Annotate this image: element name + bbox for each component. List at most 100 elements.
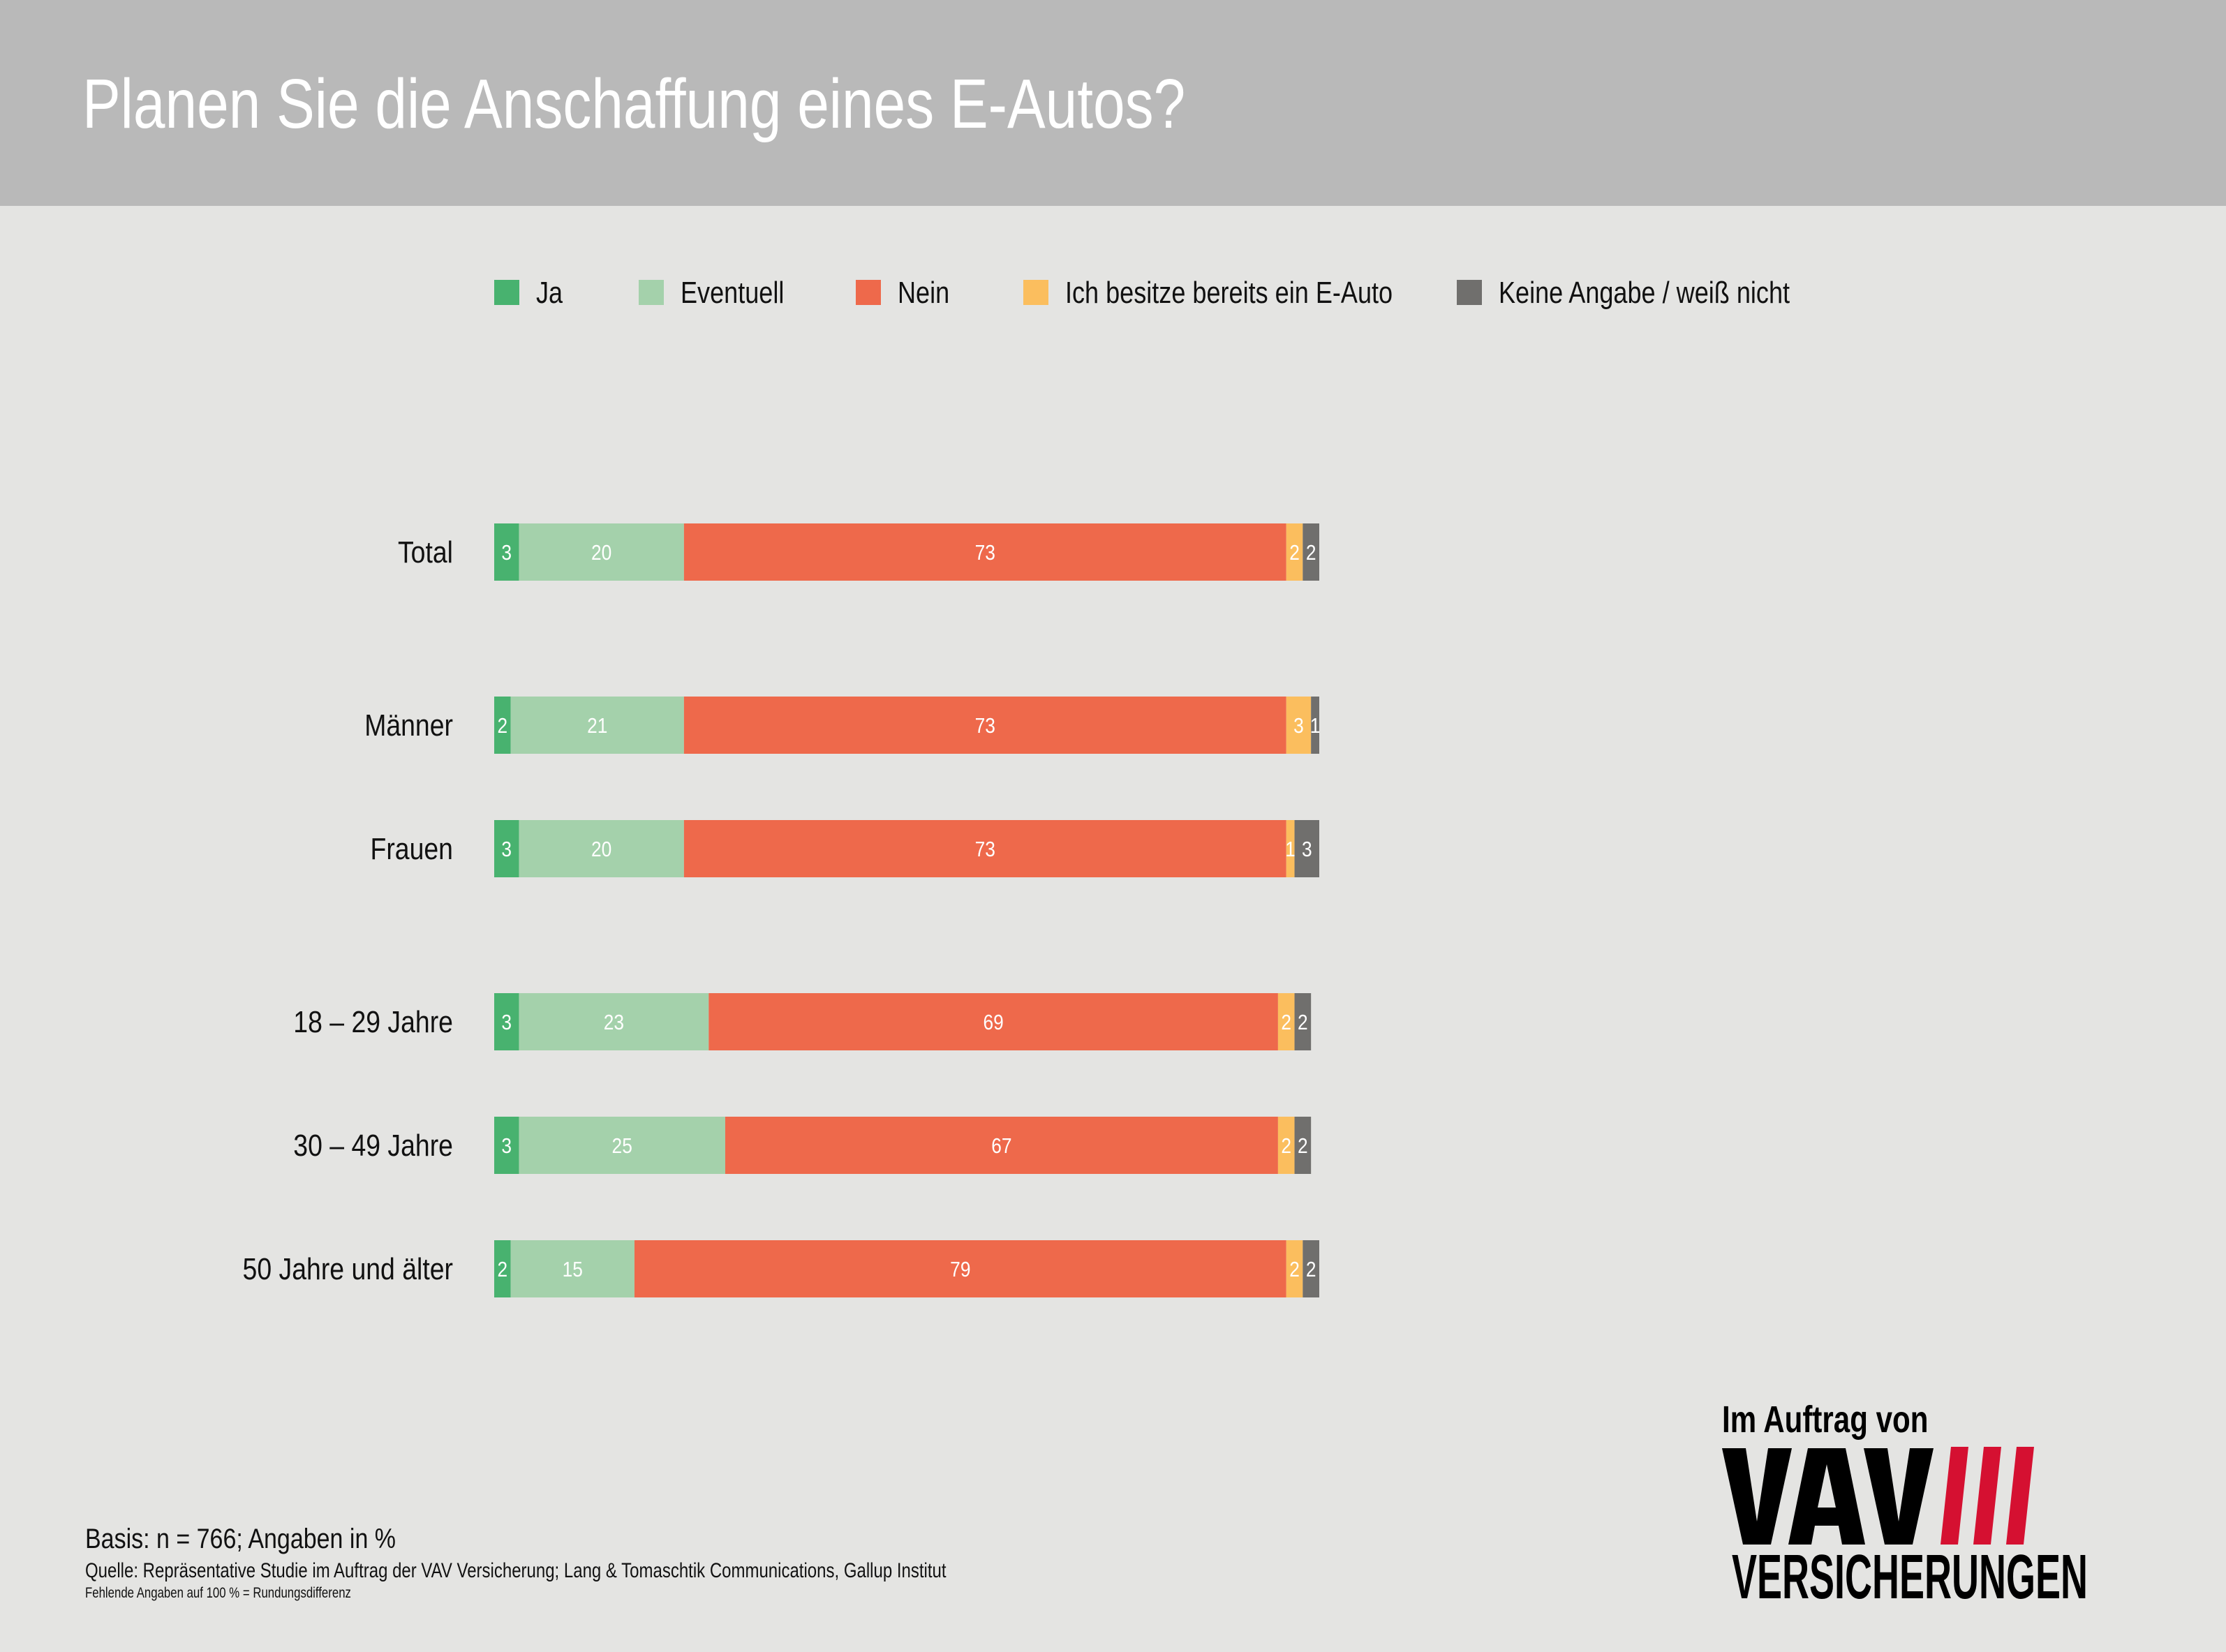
footer-basis: Basis: n = 766; Angaben in % xyxy=(85,1522,396,1554)
bar-segment xyxy=(510,1240,635,1297)
legend: Ja Eventuell Nein Ich besitze bereits ein E… xyxy=(494,276,1790,310)
logo-stripe-1 xyxy=(1941,1447,1968,1545)
bar-segment xyxy=(1277,993,1295,1050)
bar-segment xyxy=(725,1117,1278,1174)
bar-row: Total 3 20 73 2 2 xyxy=(398,523,1319,581)
data-label: 2 xyxy=(1306,1258,1316,1281)
bar-row: Männer 2 21 73 3 1 xyxy=(364,697,1320,754)
data-label: 73 xyxy=(975,714,995,738)
category-label: Männer xyxy=(364,708,453,743)
bar-segment xyxy=(1311,697,1319,754)
data-label: 2 xyxy=(1298,1134,1308,1158)
data-label: 73 xyxy=(975,838,995,861)
data-label: 20 xyxy=(591,541,611,565)
data-label: 21 xyxy=(587,714,607,738)
legend-label: Nein xyxy=(898,276,949,310)
bar-segment xyxy=(1286,697,1312,754)
category-label: 50 Jahre und älter xyxy=(243,1251,453,1286)
legend-swatch xyxy=(1023,280,1048,305)
legend-label: Ich besitze bereits ein E-Auto xyxy=(1065,276,1393,310)
logo-letter-v2 xyxy=(1864,1448,1934,1545)
logo-stripe-2 xyxy=(1973,1447,2001,1545)
data-label: 2 xyxy=(1289,1258,1300,1281)
data-label: 3 xyxy=(501,541,512,565)
data-label: 67 xyxy=(991,1134,1011,1158)
bar-segment xyxy=(1294,820,1319,877)
bar-segment xyxy=(708,993,1278,1050)
bar-segment xyxy=(683,523,1286,581)
data-label: 3 xyxy=(1293,714,1304,738)
bar-segment xyxy=(494,820,519,877)
data-label: 69 xyxy=(983,1011,1003,1034)
footer-source: Quelle: Repräsentative Studie im Auftrag… xyxy=(85,1558,947,1582)
logo-letter-v1 xyxy=(1722,1448,1792,1545)
bar-segment xyxy=(1303,523,1319,581)
bar-segment xyxy=(519,993,709,1050)
data-label: 3 xyxy=(501,838,512,861)
bar-row: 18 – 29 Jahre 3 23 69 2 2 xyxy=(293,993,1312,1050)
logo-subbrand: VERSICHERUNGEN xyxy=(1732,1542,2088,1612)
bar-row: Frauen 3 20 73 1 3 xyxy=(371,820,1319,877)
logo-brand-mark xyxy=(1722,1448,1934,1545)
bar-segment xyxy=(1277,1117,1295,1174)
bar-row: 30 – 49 Jahre 3 25 67 2 2 xyxy=(293,1117,1312,1174)
data-label: 2 xyxy=(497,714,507,738)
bar-segment xyxy=(683,697,1286,754)
logo-letter-a-hole xyxy=(1818,1464,1836,1508)
data-label: 2 xyxy=(1298,1011,1308,1034)
legend-label: Eventuell xyxy=(681,276,784,310)
data-label: 3 xyxy=(1302,838,1312,861)
bar-segment xyxy=(510,697,684,754)
data-label: 3 xyxy=(501,1011,512,1034)
data-label: 2 xyxy=(1281,1011,1291,1034)
data-label: 2 xyxy=(1306,541,1316,565)
category-label: Frauen xyxy=(371,831,453,866)
bar-segment xyxy=(519,1117,725,1174)
bar-segment xyxy=(634,1240,1286,1297)
bar-segment xyxy=(494,1240,511,1297)
bar-segment xyxy=(683,820,1286,877)
vav-logo: Im Auftrag von VERSICHERUNGEN xyxy=(1722,1399,2088,1612)
data-label: 15 xyxy=(563,1258,583,1281)
bar-row: 50 Jahre und älter 2 15 79 2 2 xyxy=(243,1240,1319,1297)
legend-swatch xyxy=(494,280,519,305)
bar-segment xyxy=(494,1117,519,1174)
bar-segment xyxy=(1286,820,1295,877)
legend-swatch xyxy=(1457,280,1482,305)
category-label: 18 – 29 Jahre xyxy=(293,1004,453,1039)
category-label: Total xyxy=(398,535,453,570)
bar-segment xyxy=(494,523,519,581)
legend-swatch xyxy=(639,280,664,305)
bar-segment xyxy=(1294,993,1312,1050)
footer-note: Fehlende Angaben auf 100 % = Rundungsdif… xyxy=(85,1585,351,1601)
legend-label: Keine Angabe / weiß nicht xyxy=(1499,276,1790,310)
data-label: 3 xyxy=(501,1134,512,1158)
bar-segment xyxy=(1303,1240,1319,1297)
data-label: 1 xyxy=(1310,714,1321,738)
bar-segment xyxy=(494,697,511,754)
data-label: 23 xyxy=(604,1011,624,1034)
data-label: 2 xyxy=(1289,541,1300,565)
bar-segment xyxy=(1286,1240,1303,1297)
logo-stripe-3 xyxy=(2006,1447,2034,1545)
data-label: 2 xyxy=(497,1258,507,1281)
bar-segment xyxy=(1294,1117,1312,1174)
data-label: 73 xyxy=(975,541,995,565)
bar-segment xyxy=(494,993,519,1050)
data-label: 2 xyxy=(1281,1134,1291,1158)
bar-segment xyxy=(1286,523,1303,581)
legend-swatch xyxy=(856,280,881,305)
data-label: 20 xyxy=(591,838,611,861)
page-title: Planen Sie die Anschaffung eines E-Autos… xyxy=(82,65,1185,143)
category-label: 30 – 49 Jahre xyxy=(293,1128,453,1163)
data-label: 1 xyxy=(1285,838,1296,861)
data-label: 25 xyxy=(612,1134,632,1158)
header-bar xyxy=(0,0,2226,206)
data-label: 79 xyxy=(950,1258,970,1281)
bar-segment xyxy=(519,820,684,877)
logo-tagline: Im Auftrag von xyxy=(1722,1399,1929,1441)
legend-label: Ja xyxy=(536,276,563,310)
bar-segment xyxy=(519,523,684,581)
